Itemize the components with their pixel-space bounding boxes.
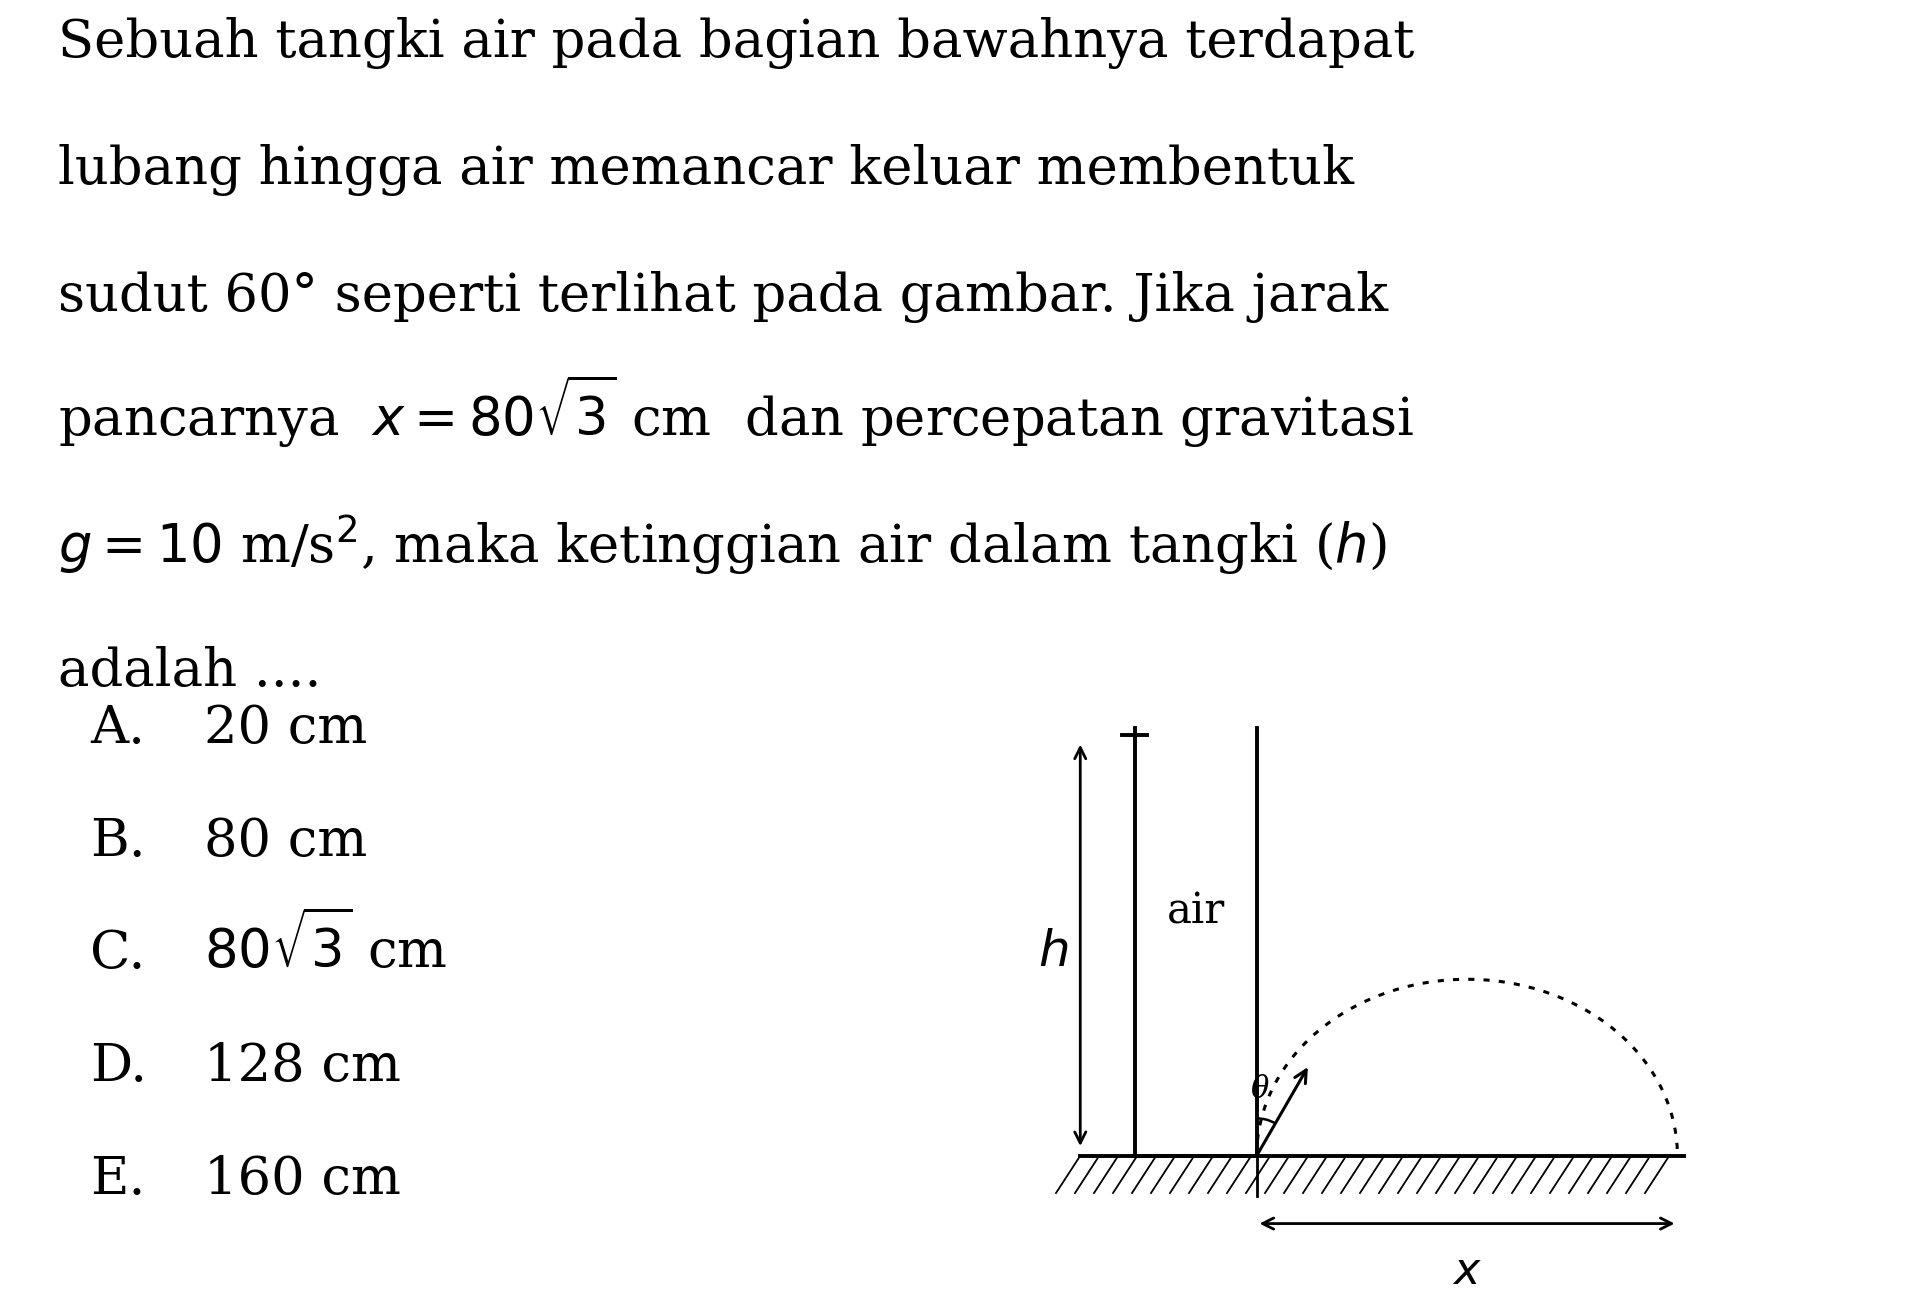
- Text: air: air: [1166, 890, 1224, 932]
- Text: θ: θ: [1251, 1074, 1268, 1105]
- Text: 128 cm: 128 cm: [205, 1041, 401, 1092]
- Text: pancarnya  $x = 80\sqrt{3}$ cm  dan percepatan gravitasi: pancarnya $x = 80\sqrt{3}$ cm dan percep…: [58, 373, 1413, 450]
- Text: adalah ....: adalah ....: [58, 646, 320, 697]
- Text: 20 cm: 20 cm: [205, 703, 367, 754]
- Text: Sebuah tangki air pada bagian bawahnya terdapat: Sebuah tangki air pada bagian bawahnya t…: [58, 17, 1413, 69]
- Text: lubang hingga air memancar keluar membentuk: lubang hingga air memancar keluar memben…: [58, 145, 1353, 196]
- Text: $80\sqrt{3}$ cm: $80\sqrt{3}$ cm: [205, 913, 446, 979]
- Text: $x$: $x$: [1451, 1249, 1480, 1293]
- Text: B.: B.: [91, 816, 147, 867]
- Text: 80 cm: 80 cm: [205, 816, 367, 867]
- Text: A.: A.: [91, 703, 145, 754]
- Text: 160 cm: 160 cm: [205, 1154, 401, 1205]
- Text: D.: D.: [91, 1041, 147, 1092]
- Text: E.: E.: [91, 1154, 145, 1205]
- Text: sudut 60° seperti terlihat pada gambar. Jika jarak: sudut 60° seperti terlihat pada gambar. …: [58, 271, 1388, 324]
- Text: $g = 10$ m/s$^2$, maka ketinggian air dalam tangki ($h$): $g = 10$ m/s$^2$, maka ketinggian air da…: [58, 513, 1386, 577]
- Text: $h$: $h$: [1038, 928, 1067, 977]
- Text: C.: C.: [91, 928, 145, 979]
